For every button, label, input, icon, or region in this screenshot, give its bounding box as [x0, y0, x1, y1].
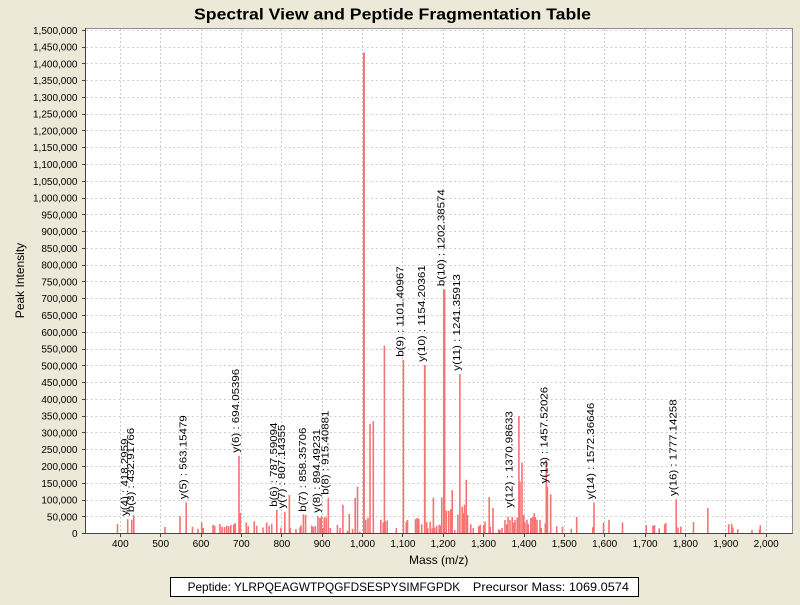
- svg-text:100,000: 100,000: [41, 496, 78, 507]
- svg-text:b(8) : 915.40881: b(8) : 915.40881: [321, 410, 332, 495]
- svg-text:b(10) : 1202.38574: b(10) : 1202.38574: [436, 189, 447, 286]
- svg-text:y(4) : 418.2959: y(4) : 418.2959: [120, 438, 131, 516]
- svg-text:b(9) : 1101.40967: b(9) : 1101.40967: [396, 266, 407, 357]
- svg-text:700,000: 700,000: [41, 294, 78, 305]
- svg-text:1,800: 1,800: [673, 539, 698, 550]
- svg-text:Peak Intensity: Peak Intensity: [13, 243, 27, 318]
- svg-text:1,400,000: 1,400,000: [33, 59, 78, 70]
- svg-text:900,000: 900,000: [41, 227, 78, 238]
- svg-text:Mass (m/z): Mass (m/z): [409, 553, 468, 567]
- svg-text:y(14) : 1572.36646: y(14) : 1572.36646: [586, 402, 597, 499]
- svg-text:600,000: 600,000: [41, 328, 78, 339]
- svg-text:950,000: 950,000: [41, 210, 78, 221]
- svg-text:50,000: 50,000: [47, 512, 78, 523]
- svg-text:1,500: 1,500: [552, 539, 577, 550]
- svg-text:b(7) : 858.35706: b(7) : 858.35706: [298, 427, 309, 512]
- svg-text:250,000: 250,000: [41, 445, 78, 456]
- svg-text:450,000: 450,000: [41, 378, 78, 389]
- svg-text:700: 700: [233, 539, 250, 550]
- svg-text:y(13) : 1457.52026: y(13) : 1457.52026: [540, 386, 551, 483]
- svg-text:1,200: 1,200: [431, 539, 456, 550]
- svg-text:1,100,000: 1,100,000: [33, 160, 78, 171]
- svg-text:y(8) : 894.49231: y(8) : 894.49231: [312, 428, 323, 512]
- svg-text:1,400: 1,400: [511, 539, 536, 550]
- svg-text:550,000: 550,000: [41, 345, 78, 356]
- svg-text:1,200,000: 1,200,000: [33, 127, 78, 138]
- svg-text:1,150,000: 1,150,000: [33, 143, 78, 154]
- svg-text:y(5) : 563.15479: y(5) : 563.15479: [178, 415, 189, 499]
- svg-text:1,900: 1,900: [713, 539, 738, 550]
- svg-text:400,000: 400,000: [41, 395, 78, 406]
- svg-text:y(7) : 807.14355: y(7) : 807.14355: [277, 424, 288, 508]
- svg-text:400: 400: [112, 539, 129, 550]
- svg-text:1,100: 1,100: [390, 539, 415, 550]
- svg-text:800,000: 800,000: [41, 261, 78, 272]
- svg-text:1,000,000: 1,000,000: [33, 194, 78, 205]
- svg-text:y(11) : 1241.35913: y(11) : 1241.35913: [452, 274, 463, 371]
- svg-text:Peptide: YLRPQEAGWTPQGFDSESPYS: Peptide: YLRPQEAGWTPQGFDSESPYSIMFGPDK: [188, 580, 461, 594]
- svg-text:500: 500: [152, 539, 169, 550]
- svg-text:200,000: 200,000: [41, 462, 78, 473]
- svg-text:Precursor Mass: 1069.0574: Precursor Mass: 1069.0574: [473, 580, 629, 594]
- svg-text:1,600: 1,600: [592, 539, 617, 550]
- svg-text:350,000: 350,000: [41, 412, 78, 423]
- svg-text:Spectral View and Peptide Frag: Spectral View and Peptide Fragmentation …: [194, 7, 591, 24]
- svg-text:y(10) : 1154.20361: y(10) : 1154.20361: [417, 265, 428, 362]
- svg-text:1,350,000: 1,350,000: [33, 76, 78, 87]
- svg-text:b(3) : 432.91766: b(3) : 432.91766: [126, 427, 137, 512]
- svg-text:1,500,000: 1,500,000: [33, 26, 78, 37]
- svg-text:650,000: 650,000: [41, 311, 78, 322]
- svg-text:150,000: 150,000: [41, 479, 78, 490]
- svg-text:1,450,000: 1,450,000: [33, 43, 78, 54]
- svg-text:b(6) : 787.59094: b(6) : 787.59094: [269, 422, 280, 507]
- svg-text:850,000: 850,000: [41, 244, 78, 255]
- svg-text:y(12) : 1370.98633: y(12) : 1370.98633: [504, 411, 515, 508]
- svg-text:500,000: 500,000: [41, 361, 78, 372]
- svg-text:750,000: 750,000: [41, 278, 78, 289]
- svg-text:1,250,000: 1,250,000: [33, 110, 78, 121]
- svg-text:1,300: 1,300: [471, 539, 496, 550]
- svg-text:800: 800: [273, 539, 290, 550]
- svg-text:1,700: 1,700: [633, 539, 658, 550]
- svg-text:1,050,000: 1,050,000: [33, 177, 78, 188]
- svg-text:y(16) : 1777.14258: y(16) : 1777.14258: [668, 399, 679, 496]
- svg-text:y(6) : 694.05396: y(6) : 694.05396: [231, 368, 242, 452]
- svg-text:0: 0: [72, 529, 78, 540]
- svg-text:2,000: 2,000: [754, 539, 779, 550]
- svg-text:900: 900: [314, 539, 331, 550]
- svg-text:300,000: 300,000: [41, 428, 78, 439]
- svg-text:600: 600: [193, 539, 210, 550]
- svg-text:1,300,000: 1,300,000: [33, 93, 78, 104]
- svg-text:1,000: 1,000: [350, 539, 375, 550]
